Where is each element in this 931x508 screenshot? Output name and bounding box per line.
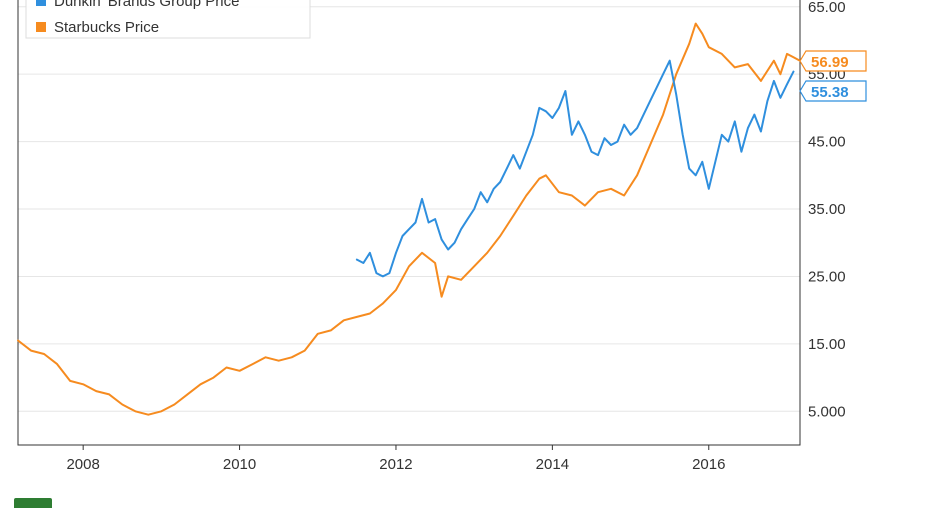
y-tick-label: 35.00 (808, 201, 846, 218)
plot-frame (17, 0, 801, 446)
legend-label: Dunkin' Brands Group Price (54, 0, 239, 10)
dunkin-end-label: 55.38 (799, 80, 867, 102)
legend: Dunkin' Brands Group Price Starbucks Pric… (25, 0, 311, 39)
end-label-value: 56.99 (811, 54, 849, 71)
dunkin-price-line (355, 59, 795, 278)
starbucks-price-line (17, 22, 801, 416)
end-labels: 56.99 55.38 (799, 50, 867, 102)
y-tick-label: 5.000 (808, 403, 846, 420)
grid (18, 6, 800, 412)
y-tick-label: 25.00 (808, 268, 846, 285)
logo-icon (14, 498, 52, 508)
starbucks-end-label: 56.99 (799, 50, 867, 72)
legend-box (25, 0, 311, 39)
x-tick-label: 2016 (692, 456, 725, 473)
legend-swatch (36, 0, 46, 6)
y-tick-label: 15.00 (808, 336, 846, 353)
y-tick-label: 65.00 (808, 0, 846, 16)
series-lines (17, 22, 801, 416)
end-label-value: 55.38 (811, 84, 849, 101)
legend-swatch (36, 22, 46, 32)
x-tick-label: 2012 (379, 456, 412, 473)
x-tick-label: 2010 (223, 456, 256, 473)
x-tick-label: 2008 (66, 456, 99, 473)
end-label-box (799, 50, 867, 72)
legend-label: Starbucks Price (54, 19, 159, 36)
x-tick-label: 2014 (536, 456, 569, 473)
y-tick-label: 45.00 (808, 134, 846, 151)
end-label-box (799, 80, 867, 102)
